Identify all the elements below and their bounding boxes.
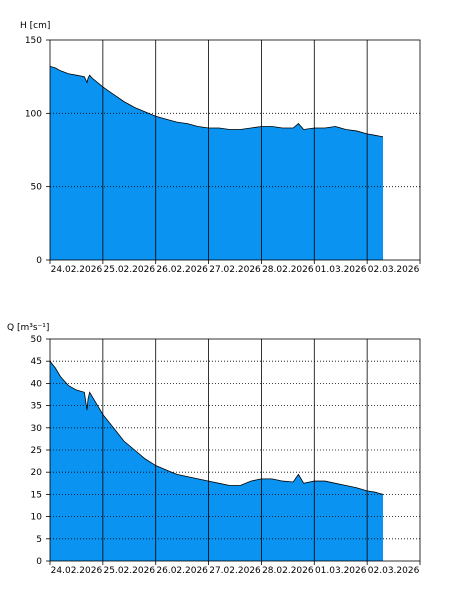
discharge-y-tick-label: 25 xyxy=(31,446,42,456)
water-level-y-tick-label: 150 xyxy=(25,36,42,46)
discharge-area-series xyxy=(50,361,383,561)
discharge-y-tick-label: 35 xyxy=(31,402,42,412)
discharge-y-tick-label: 15 xyxy=(31,490,42,500)
discharge-y-tick-label: 10 xyxy=(31,513,43,523)
water-level-y-tick-label: 50 xyxy=(31,183,43,193)
discharge-y-tick-label: 40 xyxy=(31,379,43,389)
discharge-y-tick-label: 45 xyxy=(31,357,42,367)
water-level-x-tick-label: 02.03.2026 xyxy=(368,265,420,275)
water-level-x-tick-label: 01.03.2026 xyxy=(315,265,367,275)
discharge-y-tick-label: 5 xyxy=(36,535,42,545)
water-level-x-tick-label: 28.02.2026 xyxy=(262,265,314,275)
discharge-x-tick-label: 26.02.2026 xyxy=(156,566,208,576)
water-level-x-tick-label: 26.02.2026 xyxy=(156,265,208,275)
discharge-plot-area: 0 5 10 15 20 25 30 35 40 45 50 24.02.2026 25.02.2026… xyxy=(31,335,421,576)
discharge-panel: Q [m³s⁻¹] 0 5 10 15 20 25 30 35 40 45 50 24.02.2026… xyxy=(7,323,421,576)
discharge-series-line xyxy=(49,360,384,495)
water-level-panel: H [cm] 0 50 100 150 24.02.2026 25.02.2026 26.0… xyxy=(20,21,421,275)
discharge-y-tick-label: 20 xyxy=(31,468,43,478)
water-level-series-line xyxy=(49,66,384,138)
discharge-y-tick-label: 50 xyxy=(31,335,43,345)
water-level-x-tick-label: 25.02.2026 xyxy=(104,265,156,275)
water-level-x-tick-label: 27.02.2026 xyxy=(209,265,261,275)
water-level-axis-title: H [cm] xyxy=(20,21,50,31)
discharge-x-tick-label: 25.02.2026 xyxy=(104,566,156,576)
water-level-plot-frame xyxy=(49,39,421,261)
water-level-area-series xyxy=(50,66,383,261)
discharge-y-tick-label: 30 xyxy=(31,424,43,434)
discharge-axis-title: Q [m³s⁻¹] xyxy=(7,323,49,333)
discharge-x-tick-label: 28.02.2026 xyxy=(262,566,314,576)
discharge-x-tick-label: 01.03.2026 xyxy=(315,566,367,576)
water-level-y-tick-label: 0 xyxy=(36,256,42,266)
water-level-y-tick-label: 100 xyxy=(25,109,42,119)
discharge-x-tick-label: 02.03.2026 xyxy=(368,566,420,576)
discharge-x-tick-label: 27.02.2026 xyxy=(209,566,261,576)
discharge-y-tick-label: 0 xyxy=(36,557,42,567)
discharge-x-tick-label: 24.02.2026 xyxy=(51,566,103,576)
water-level-x-tick-label: 24.02.2026 xyxy=(51,265,103,275)
